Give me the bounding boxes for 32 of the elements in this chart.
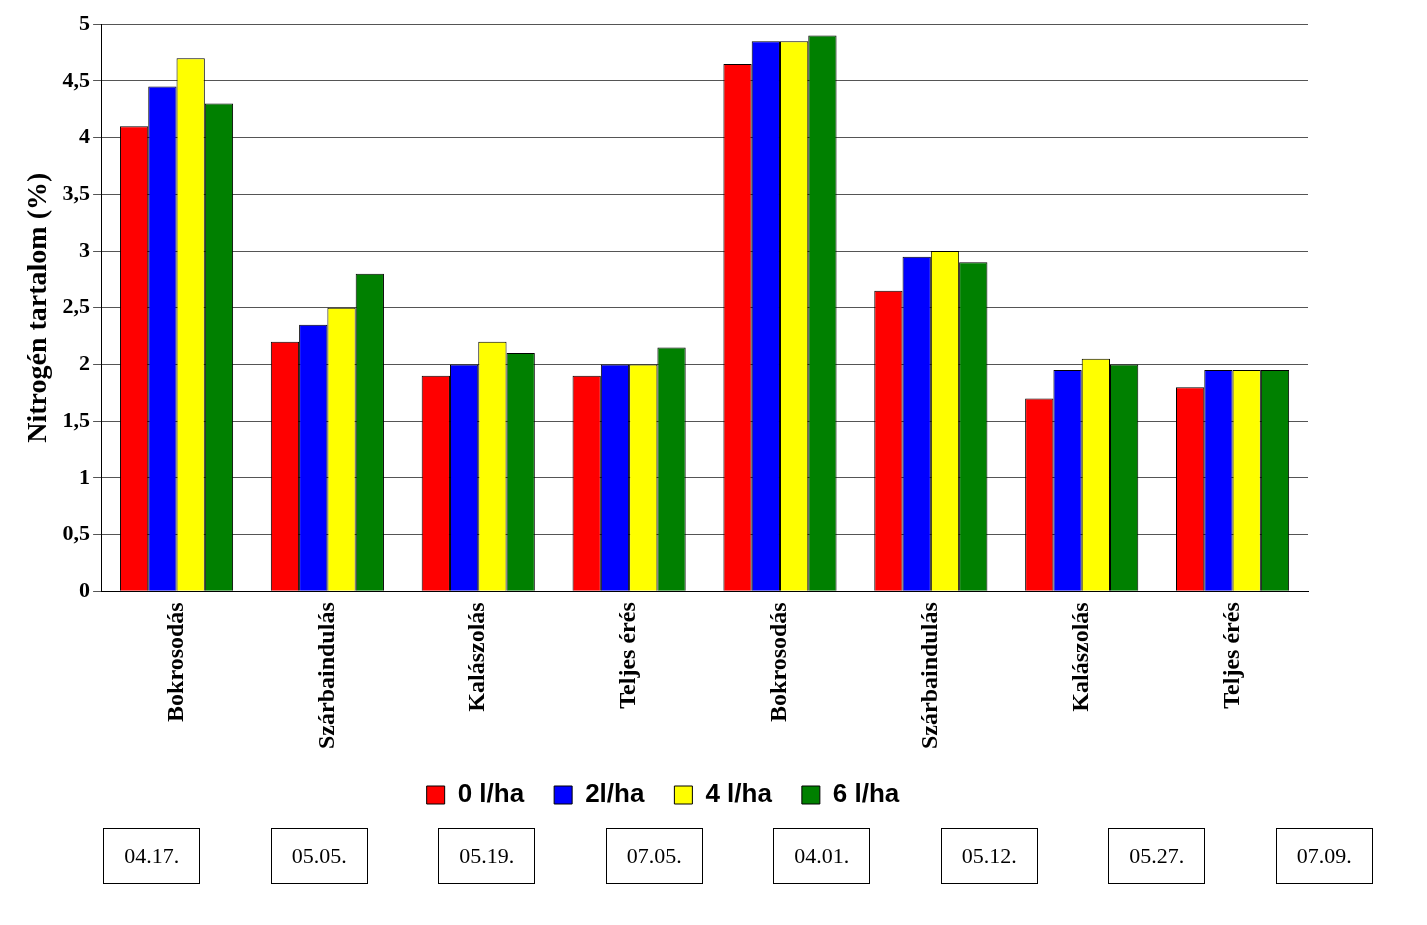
text: 05.19.: [438, 828, 536, 884]
text: 04.01.: [773, 828, 871, 884]
y-tick-label: 0: [79, 576, 91, 602]
x-tick-label: Bokrosodás: [765, 602, 792, 722]
y-tick-label: 5: [79, 9, 91, 35]
legend-label: 4 l/ha: [705, 778, 773, 809]
text: 07.05.: [605, 828, 703, 884]
legend-label: 0 l/ha: [457, 778, 525, 809]
text: 05.12.: [940, 828, 1038, 884]
legend-label: 6 l/ha: [832, 778, 900, 809]
y-tick-label: 2: [79, 350, 91, 376]
text: 04.17.: [103, 828, 201, 884]
legend-label: 2l/ha: [585, 778, 645, 809]
x-tick-label: Szárbaindulás: [312, 602, 339, 749]
x-tick-label: Kalászolás: [1066, 602, 1093, 712]
x-tick-label: Teljes érés: [1217, 602, 1244, 709]
y-axis-title: Nitrogén tartalom (%): [21, 172, 53, 443]
text: 05.05.: [270, 828, 368, 884]
y-tick-label: 1,5: [62, 406, 91, 432]
text: 07.09.: [1275, 828, 1373, 884]
x-tick-label: Bokrosodás: [161, 602, 188, 722]
y-tick-label: 0,5: [62, 520, 91, 546]
x-tick-label: Szárbaindulás: [916, 602, 943, 749]
y-tick-label: 3: [79, 236, 91, 262]
text: 05.27.: [1108, 828, 1206, 884]
y-tick-label: 3,5: [62, 180, 91, 206]
y-tick-label: 1: [79, 463, 91, 489]
x-tick-label: Teljes érés: [614, 602, 641, 709]
x-tick-label: Kalászolás: [463, 602, 490, 712]
y-tick-label: 2,5: [62, 293, 91, 319]
y-tick-label: 4,5: [62, 66, 91, 92]
y-tick-label: 4: [79, 123, 91, 149]
